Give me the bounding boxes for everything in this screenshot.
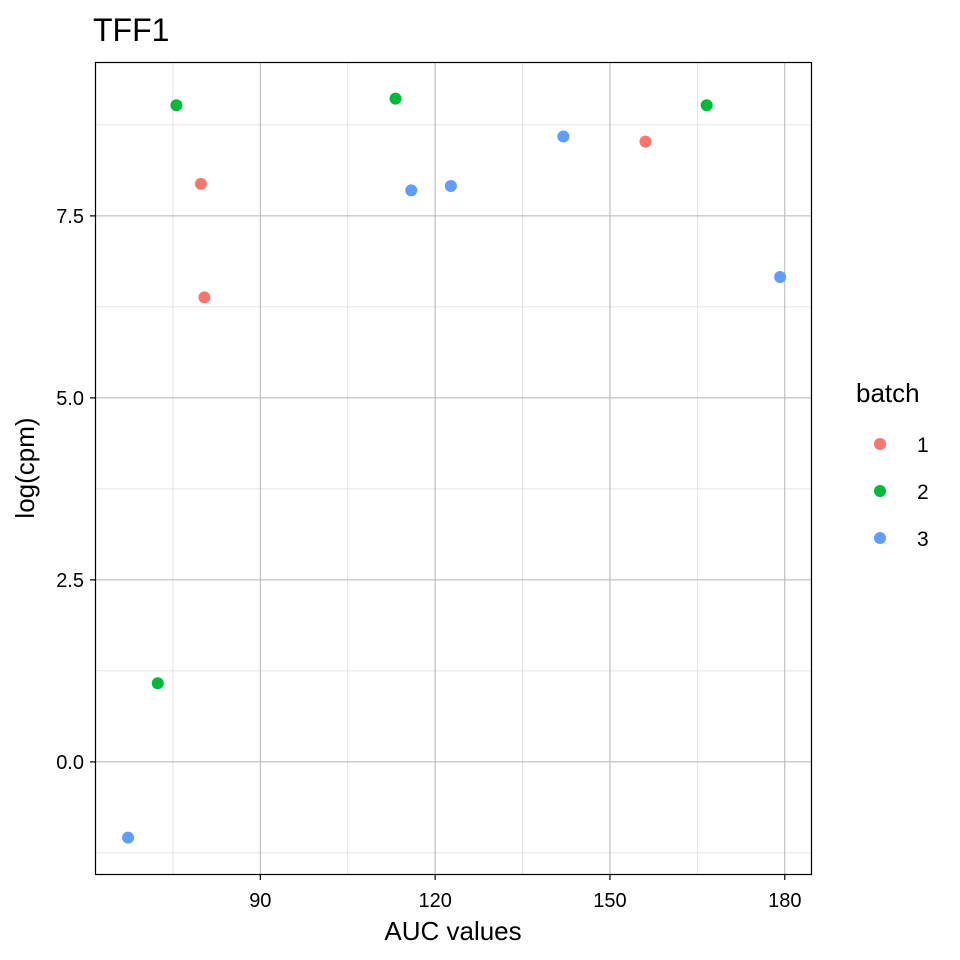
- data-point-batch-3: [444, 180, 457, 193]
- grid-lines: [96, 63, 811, 874]
- legend-label-batch-3: 3: [917, 528, 929, 551]
- legend-marker-batch-3: [874, 532, 886, 544]
- data-point-batch-1: [198, 291, 211, 304]
- plot-panel-border: [94, 61, 813, 876]
- data-points: [122, 92, 787, 844]
- y-tick-label: 5.0: [56, 388, 84, 410]
- x-tick-label: 90: [249, 890, 271, 912]
- data-point-batch-3: [405, 184, 418, 197]
- y-axis-label: log(cpm): [10, 417, 40, 518]
- x-tick-label: 120: [418, 890, 451, 912]
- data-point-batch-2: [389, 92, 402, 105]
- data-point-batch-3: [122, 831, 135, 844]
- legend-label-batch-2: 2: [917, 481, 929, 504]
- y-tick-label: 2.5: [56, 570, 84, 592]
- data-point-batch-1: [639, 135, 652, 148]
- x-tick-label: 150: [593, 890, 626, 912]
- chart-title: TFF1: [93, 12, 169, 48]
- data-point-batch-2: [170, 99, 183, 112]
- x-axis-label: AUC values: [384, 916, 521, 946]
- data-point-batch-1: [194, 177, 207, 190]
- data-point-batch-2: [700, 99, 713, 112]
- y-tick-label: 7.5: [56, 206, 84, 228]
- legend-marker-batch-2: [874, 485, 886, 497]
- x-tick-label: 180: [768, 890, 801, 912]
- axis-ticks: 90 120 150 180 0.0 2.5 5.0 7.5: [56, 206, 801, 912]
- legend-title: batch: [856, 378, 920, 408]
- data-point-batch-2: [151, 677, 164, 690]
- data-point-batch-3: [774, 271, 787, 284]
- y-tick-label: 0.0: [56, 752, 84, 774]
- legend: batch 1 2 3: [856, 378, 929, 551]
- legend-label-batch-1: 1: [917, 434, 929, 457]
- legend-marker-batch-1: [874, 438, 886, 450]
- data-point-batch-3: [557, 130, 570, 143]
